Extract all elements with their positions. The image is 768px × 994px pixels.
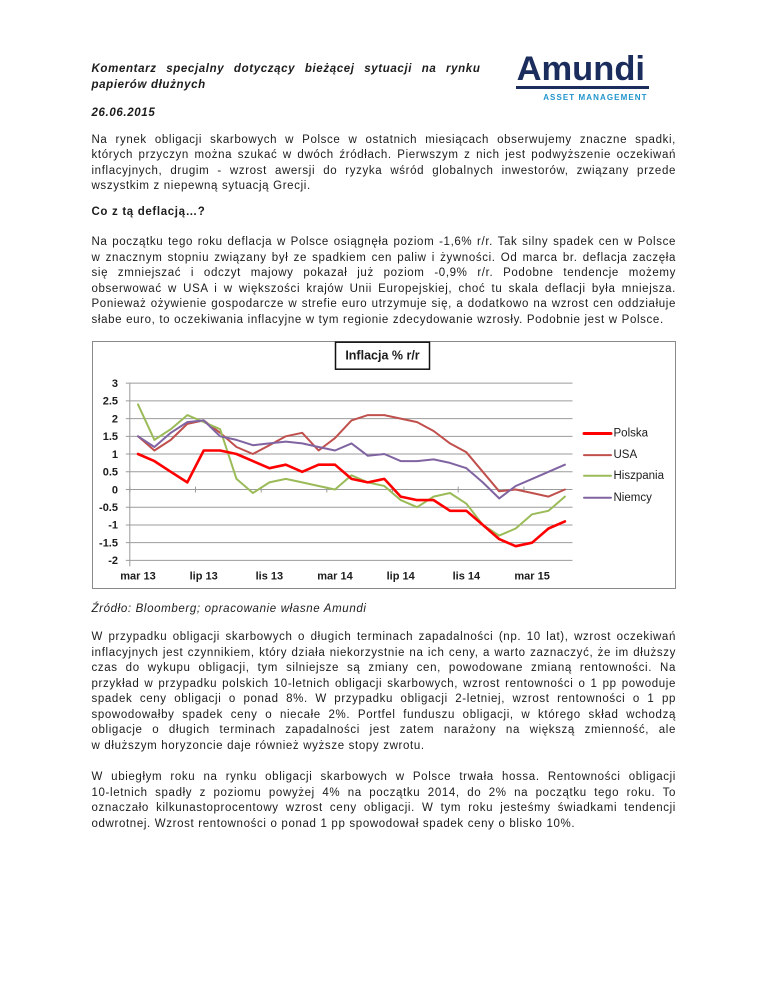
svg-text:lis 14: lis 14 <box>452 570 480 582</box>
svg-text:1.5: 1.5 <box>102 431 117 443</box>
svg-text:0.5: 0.5 <box>102 466 117 478</box>
svg-text:Niemcy: Niemcy <box>613 491 652 503</box>
svg-text:2: 2 <box>111 413 117 425</box>
svg-text:3: 3 <box>111 378 117 390</box>
svg-text:Hiszpania: Hiszpania <box>613 469 664 481</box>
svg-text:-2: -2 <box>108 555 118 567</box>
svg-text:Polska: Polska <box>613 427 648 439</box>
svg-text:-1.5: -1.5 <box>99 537 118 549</box>
svg-text:-1: -1 <box>108 519 118 531</box>
svg-text:2.5: 2.5 <box>102 395 117 407</box>
svg-text:lip 13: lip 13 <box>189 570 217 582</box>
svg-text:1: 1 <box>111 448 117 460</box>
svg-text:0: 0 <box>111 484 117 496</box>
svg-text:mar 15: mar 15 <box>514 570 549 582</box>
svg-text:mar 14: mar 14 <box>317 570 353 582</box>
svg-text:-0.5: -0.5 <box>99 502 118 514</box>
svg-text:USA: USA <box>613 449 637 461</box>
svg-text:Inflacja % r/r: Inflacja % r/r <box>345 348 419 362</box>
svg-text:mar 13: mar 13 <box>120 570 155 582</box>
svg-text:lis 13: lis 13 <box>255 570 283 582</box>
svg-text:lip 14: lip 14 <box>386 570 415 582</box>
